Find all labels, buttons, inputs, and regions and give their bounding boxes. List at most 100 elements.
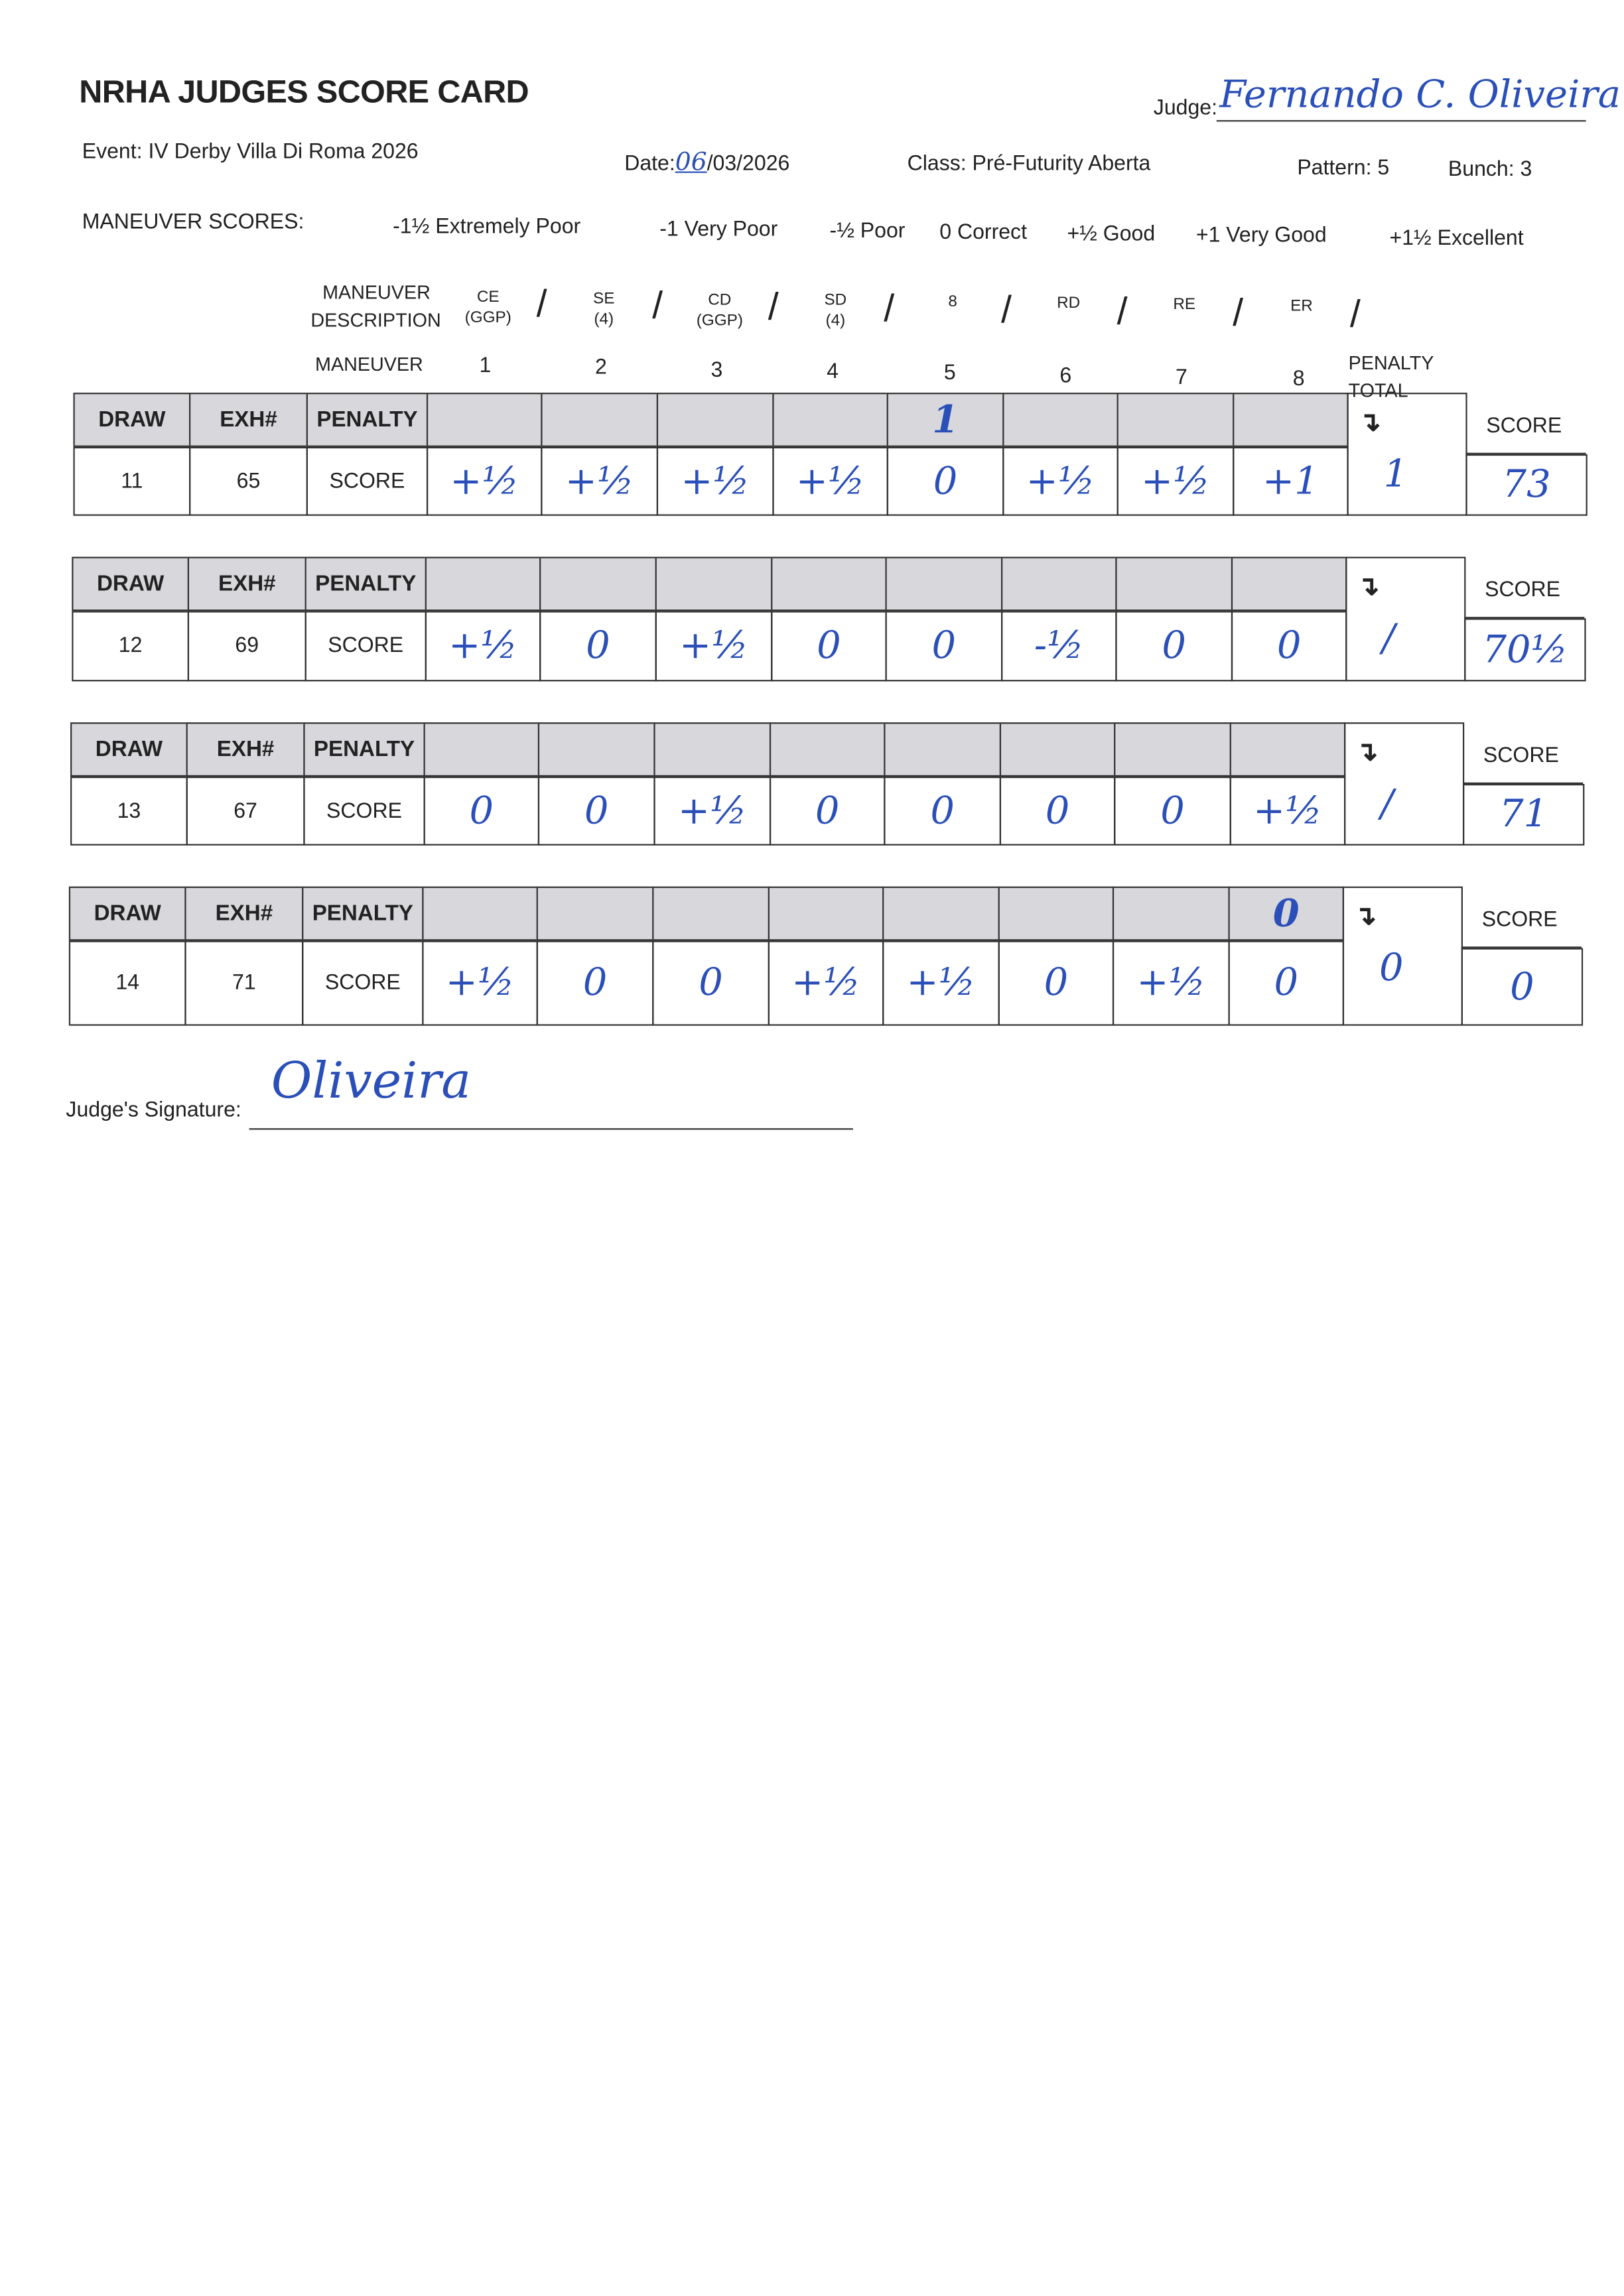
maneuver-score-cell[interactable]: +½	[1116, 446, 1235, 516]
penalty-cell[interactable]	[884, 722, 1002, 777]
penalty-cell[interactable]	[536, 886, 654, 941]
maneuver-score-cell[interactable]: +½	[656, 446, 774, 516]
penalty-cell[interactable]	[422, 886, 538, 941]
penalty-cell[interactable]	[1112, 886, 1230, 941]
penalty-cell[interactable]	[771, 556, 887, 611]
maneuver-score-cell[interactable]: +½	[655, 611, 773, 682]
maneuver-score-cell[interactable]: +½	[882, 940, 1000, 1026]
penalty-cell[interactable]	[423, 722, 540, 777]
maneuver-description: 8	[948, 293, 957, 311]
penalty-cell[interactable]	[426, 393, 543, 447]
class: Class: Pré-Futurity Aberta	[907, 152, 1151, 176]
penalty-cell[interactable]	[425, 556, 541, 611]
maneuver-score-cell[interactable]: +½	[772, 446, 888, 516]
penalty-total-value[interactable]: 1	[1383, 452, 1408, 497]
pattern: Pattern: 5	[1297, 157, 1390, 180]
penalty-cell[interactable]	[1116, 393, 1235, 447]
maneuver-score-cell[interactable]: 0	[1115, 611, 1233, 682]
exh-header: EXH#	[184, 886, 304, 941]
penalty-total-value[interactable]: /	[1382, 617, 1395, 661]
maneuver-score-cell[interactable]: +½	[425, 611, 541, 682]
total-score-cell[interactable]: 0	[1461, 948, 1584, 1026]
penalty-total-value[interactable]: /	[1381, 782, 1394, 827]
penalty-cell[interactable]	[769, 722, 886, 777]
maneuver-score-cell[interactable]: +½	[1112, 940, 1230, 1026]
maneuver-score-cell[interactable]: 0	[1228, 940, 1345, 1026]
maneuver-score-cell[interactable]: 0	[884, 776, 1002, 846]
maneuver-score-cell[interactable]: +½	[541, 446, 659, 516]
draw-header: DRAW	[72, 556, 190, 611]
maneuver-score-cell[interactable]: 0	[1231, 611, 1347, 682]
penalty-cell[interactable]	[768, 886, 884, 941]
penalty-cell[interactable]	[1229, 722, 1346, 777]
penalty-cell[interactable]	[999, 722, 1116, 777]
penalty-cell[interactable]	[537, 722, 655, 777]
penalty-cell[interactable]: 1	[886, 393, 1004, 447]
score-header-line	[1461, 946, 1582, 948]
total-score-cell[interactable]: 71	[1462, 784, 1585, 846]
penalty-cell[interactable]	[655, 556, 773, 611]
scale-item: -½ Poor	[829, 220, 906, 243]
total-score-cell[interactable]: 73	[1465, 454, 1588, 516]
maneuver-score-cell[interactable]: 0	[652, 940, 770, 1026]
maneuver-score-cell[interactable]: +½	[422, 940, 538, 1026]
exhibitor-number: 67	[186, 776, 305, 846]
penalty-cell[interactable]	[541, 393, 659, 447]
score-header: SCORE	[1486, 415, 1562, 438]
maneuver-score-cell[interactable]: 0	[999, 776, 1116, 846]
bunch: Bunch: 3	[1448, 158, 1532, 182]
penalty-cell[interactable]	[1114, 722, 1231, 777]
maneuver-score-cell[interactable]: +½	[1229, 776, 1346, 846]
maneuver-score-cell[interactable]: +1	[1233, 446, 1349, 516]
maneuver-score-cell[interactable]: +½	[653, 776, 772, 846]
draw-header: DRAW	[73, 393, 191, 447]
penalty-cell[interactable]	[653, 722, 772, 777]
exhibitor-number: 71	[184, 940, 304, 1026]
penalty-cell[interactable]	[1115, 556, 1233, 611]
maneuver-score-cell[interactable]: 0	[885, 611, 1003, 682]
maneuver-number: 7	[1175, 365, 1187, 390]
maneuver-score-cell[interactable]: 0	[1114, 776, 1231, 846]
maneuver-description: RE	[1173, 295, 1196, 314]
judge-signature: Fernando C. Oliveira	[1219, 73, 1621, 117]
maneuver-number-label: MANEUVER	[315, 353, 423, 375]
penalty-cell[interactable]	[652, 886, 770, 941]
maneuver-score-cell[interactable]: 0	[998, 940, 1115, 1026]
penalty-cell[interactable]	[1231, 556, 1347, 611]
maneuver-description: SD (4)	[824, 292, 847, 330]
maneuver-score-cell[interactable]: 0	[886, 446, 1004, 516]
separator-slash: /	[536, 281, 547, 326]
separator-slash: /	[1001, 287, 1012, 332]
penalty-cell[interactable]	[772, 393, 888, 447]
maneuver-score-cell[interactable]: 0	[539, 611, 657, 682]
penalty-total-value[interactable]: 0	[1379, 946, 1404, 991]
penalty-cell[interactable]	[1233, 393, 1349, 447]
penalty-cell[interactable]	[656, 393, 774, 447]
maneuver-score-cell[interactable]: 0	[536, 940, 654, 1026]
maneuver-score-cell[interactable]: 0	[423, 776, 540, 846]
penalty-cell[interactable]	[1002, 393, 1118, 447]
maneuver-description: SE (4)	[593, 290, 615, 328]
maneuver-score-cell[interactable]: +½	[768, 940, 884, 1026]
penalty-cell[interactable]: 0	[1228, 886, 1345, 941]
score-header-line	[1462, 782, 1584, 785]
score-row-label: SCORE	[306, 446, 429, 516]
penalty-cell[interactable]	[1001, 556, 1117, 611]
penalty-cell[interactable]	[885, 556, 1003, 611]
maneuver-score-cell[interactable]: -½	[1001, 611, 1117, 682]
total-score-cell[interactable]: 70½	[1464, 618, 1586, 682]
maneuver-score-cell[interactable]: +½	[1002, 446, 1118, 516]
maneuver-score-cell[interactable]: 0	[771, 611, 887, 682]
penalty-cell[interactable]	[998, 886, 1115, 941]
draw-number: 13	[70, 776, 188, 846]
arrow-down-icon: ↴	[1359, 407, 1381, 437]
signature-label: Judge's Signature:	[66, 1099, 241, 1123]
maneuver-description: ER	[1290, 296, 1313, 315]
penalty-cell[interactable]	[882, 886, 1000, 941]
maneuver-score-cell[interactable]: +½	[426, 446, 543, 516]
maneuver-score-cell[interactable]: 0	[769, 776, 886, 846]
penalty-header: PENALTY	[303, 722, 425, 777]
maneuver-score-cell[interactable]: 0	[537, 776, 655, 846]
penalty-cell[interactable]	[539, 556, 657, 611]
penalty-total-label: PENALTY	[1348, 351, 1434, 374]
